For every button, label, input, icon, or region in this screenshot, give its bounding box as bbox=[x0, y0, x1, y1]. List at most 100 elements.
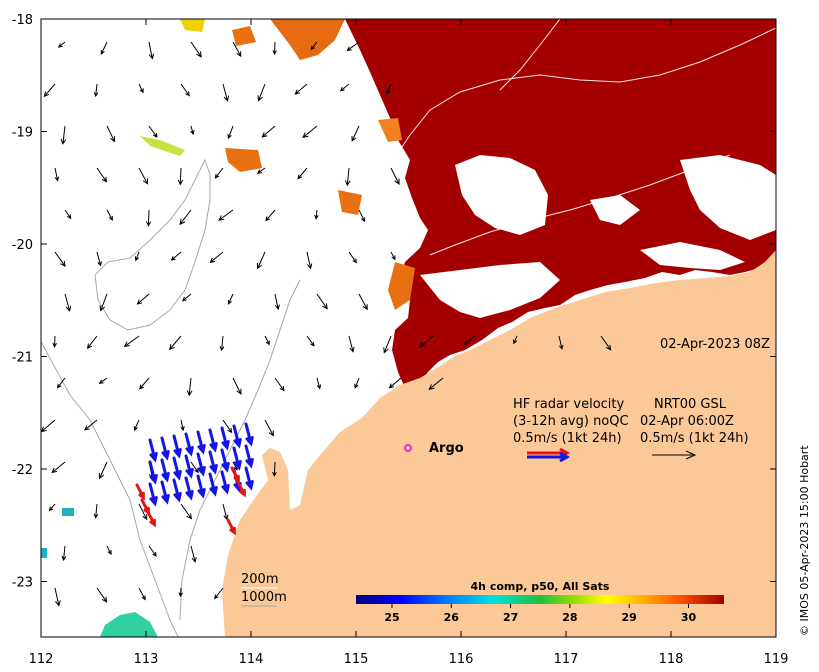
current-arrow bbox=[348, 335, 355, 353]
current-arrow bbox=[136, 293, 150, 305]
sst-fringe bbox=[388, 262, 415, 310]
current-arrow bbox=[170, 251, 182, 261]
current-arrow bbox=[93, 503, 99, 519]
current-arrow bbox=[51, 461, 66, 474]
current-arrow bbox=[272, 41, 277, 56]
legend-line3-right: 0.5m/s (1kt 24h) bbox=[640, 431, 749, 446]
current-arrow bbox=[314, 209, 319, 220]
sst-cool-patch bbox=[41, 548, 47, 558]
current-arrow bbox=[600, 335, 612, 351]
hf-radar-arrows bbox=[135, 422, 254, 536]
current-arrow bbox=[244, 444, 254, 469]
current-arrow bbox=[310, 41, 318, 51]
current-arrow bbox=[99, 293, 108, 312]
current-arrow bbox=[208, 472, 218, 497]
current-arrow bbox=[180, 83, 190, 97]
current-arrow bbox=[227, 293, 234, 305]
current-arrow bbox=[134, 251, 140, 262]
current-arrow bbox=[160, 436, 170, 461]
current-arrow bbox=[60, 125, 67, 145]
plot-frame bbox=[40, 18, 777, 638]
y-tick-label: -19 bbox=[12, 126, 33, 141]
sst-fringe bbox=[338, 190, 362, 215]
colorbar-title: 4h comp, p50, All Sats bbox=[471, 580, 610, 593]
current-arrow bbox=[96, 587, 108, 603]
current-arrow bbox=[145, 209, 152, 227]
x-tick-label: 119 bbox=[764, 652, 789, 667]
current-arrow bbox=[385, 83, 392, 95]
colorbar-gradient bbox=[356, 595, 724, 604]
y-tick-label: -20 bbox=[12, 238, 33, 253]
current-arrow bbox=[160, 480, 170, 505]
current-arrow bbox=[148, 125, 158, 138]
cloud-gaps bbox=[420, 155, 776, 318]
x-tick-label: 116 bbox=[449, 652, 474, 667]
x-tick-label: 113 bbox=[134, 652, 159, 667]
current-arrow bbox=[222, 503, 229, 521]
date-label: 02-Apr-2023 08Z bbox=[660, 337, 770, 352]
current-arrow bbox=[57, 41, 66, 48]
sst-fringe bbox=[225, 148, 262, 172]
current-arrow bbox=[64, 209, 72, 220]
current-arrow bbox=[178, 587, 183, 598]
current-arrow bbox=[56, 377, 66, 389]
y-tick-label: -21 bbox=[12, 351, 33, 366]
current-arrow bbox=[84, 419, 98, 431]
isobath-1000m-label: 1000m bbox=[241, 590, 287, 605]
current-arrow bbox=[148, 41, 155, 60]
isobath-200m-label: 200m bbox=[241, 572, 278, 587]
current-arrow bbox=[40, 419, 56, 433]
current-arrow bbox=[236, 480, 246, 498]
current-arrow bbox=[348, 251, 357, 264]
current-arrow bbox=[179, 209, 192, 226]
current-arrow bbox=[190, 545, 197, 563]
current-arrow bbox=[48, 503, 56, 512]
colorbar-tick-label: 30 bbox=[681, 611, 697, 624]
current-arrow bbox=[133, 419, 140, 432]
current-arrow bbox=[54, 587, 61, 607]
colorbar-tick-label: 28 bbox=[562, 611, 577, 624]
current-arrow bbox=[64, 293, 72, 312]
current-arrow bbox=[383, 335, 392, 354]
radar-legend: HF radar velocity NRT00 GSL (3-12h avg) … bbox=[513, 397, 749, 463]
current-arrow bbox=[513, 335, 518, 345]
land-australia bbox=[222, 250, 776, 637]
argo-marker[interactable] bbox=[404, 444, 412, 452]
current-arrow bbox=[61, 545, 67, 562]
current-arrow bbox=[135, 483, 145, 501]
current-arrow bbox=[148, 438, 158, 463]
current-arrow bbox=[180, 503, 192, 520]
current-arrow bbox=[358, 293, 368, 311]
current-arrow bbox=[54, 167, 60, 182]
current-arrow bbox=[138, 587, 146, 601]
current-arrow bbox=[54, 251, 66, 267]
colorbar-tick-label: 26 bbox=[444, 611, 460, 624]
current-arrow bbox=[106, 209, 113, 221]
legend-line3-left: 0.5m/s (1kt 24h) bbox=[513, 431, 622, 446]
current-arrow bbox=[358, 209, 366, 223]
current-arrow bbox=[316, 377, 322, 390]
current-arrow bbox=[244, 422, 254, 447]
current-arrow bbox=[214, 587, 224, 600]
current-arrow bbox=[100, 41, 108, 55]
current-arrow bbox=[339, 83, 350, 92]
legend-line2-right: 02-Apr 06:00Z bbox=[640, 414, 734, 429]
current-arrow bbox=[98, 461, 108, 480]
current-arrow bbox=[218, 209, 234, 221]
current-arrow bbox=[219, 335, 225, 352]
current-arrow bbox=[181, 293, 192, 302]
current-arrow bbox=[428, 377, 444, 390]
current-arrow bbox=[138, 167, 149, 185]
current-arrow bbox=[419, 335, 434, 348]
current-arrow bbox=[302, 125, 318, 139]
current-arrow bbox=[184, 432, 194, 457]
current-arrow bbox=[220, 470, 230, 495]
legend-qc-arrow bbox=[527, 451, 571, 463]
legend-line2-left: (3-12h avg) noQC bbox=[513, 414, 629, 429]
current-arrow bbox=[261, 125, 276, 138]
current-arrow bbox=[214, 167, 224, 179]
current-arrow bbox=[177, 167, 184, 186]
current-arrow bbox=[390, 167, 400, 185]
current-arrow bbox=[186, 377, 193, 397]
current-arrow bbox=[222, 83, 230, 102]
